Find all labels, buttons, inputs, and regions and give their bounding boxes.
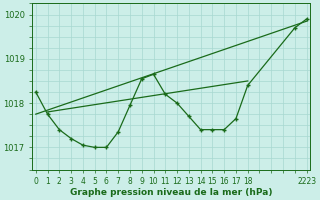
X-axis label: Graphe pression niveau de la mer (hPa): Graphe pression niveau de la mer (hPa) xyxy=(70,188,272,197)
